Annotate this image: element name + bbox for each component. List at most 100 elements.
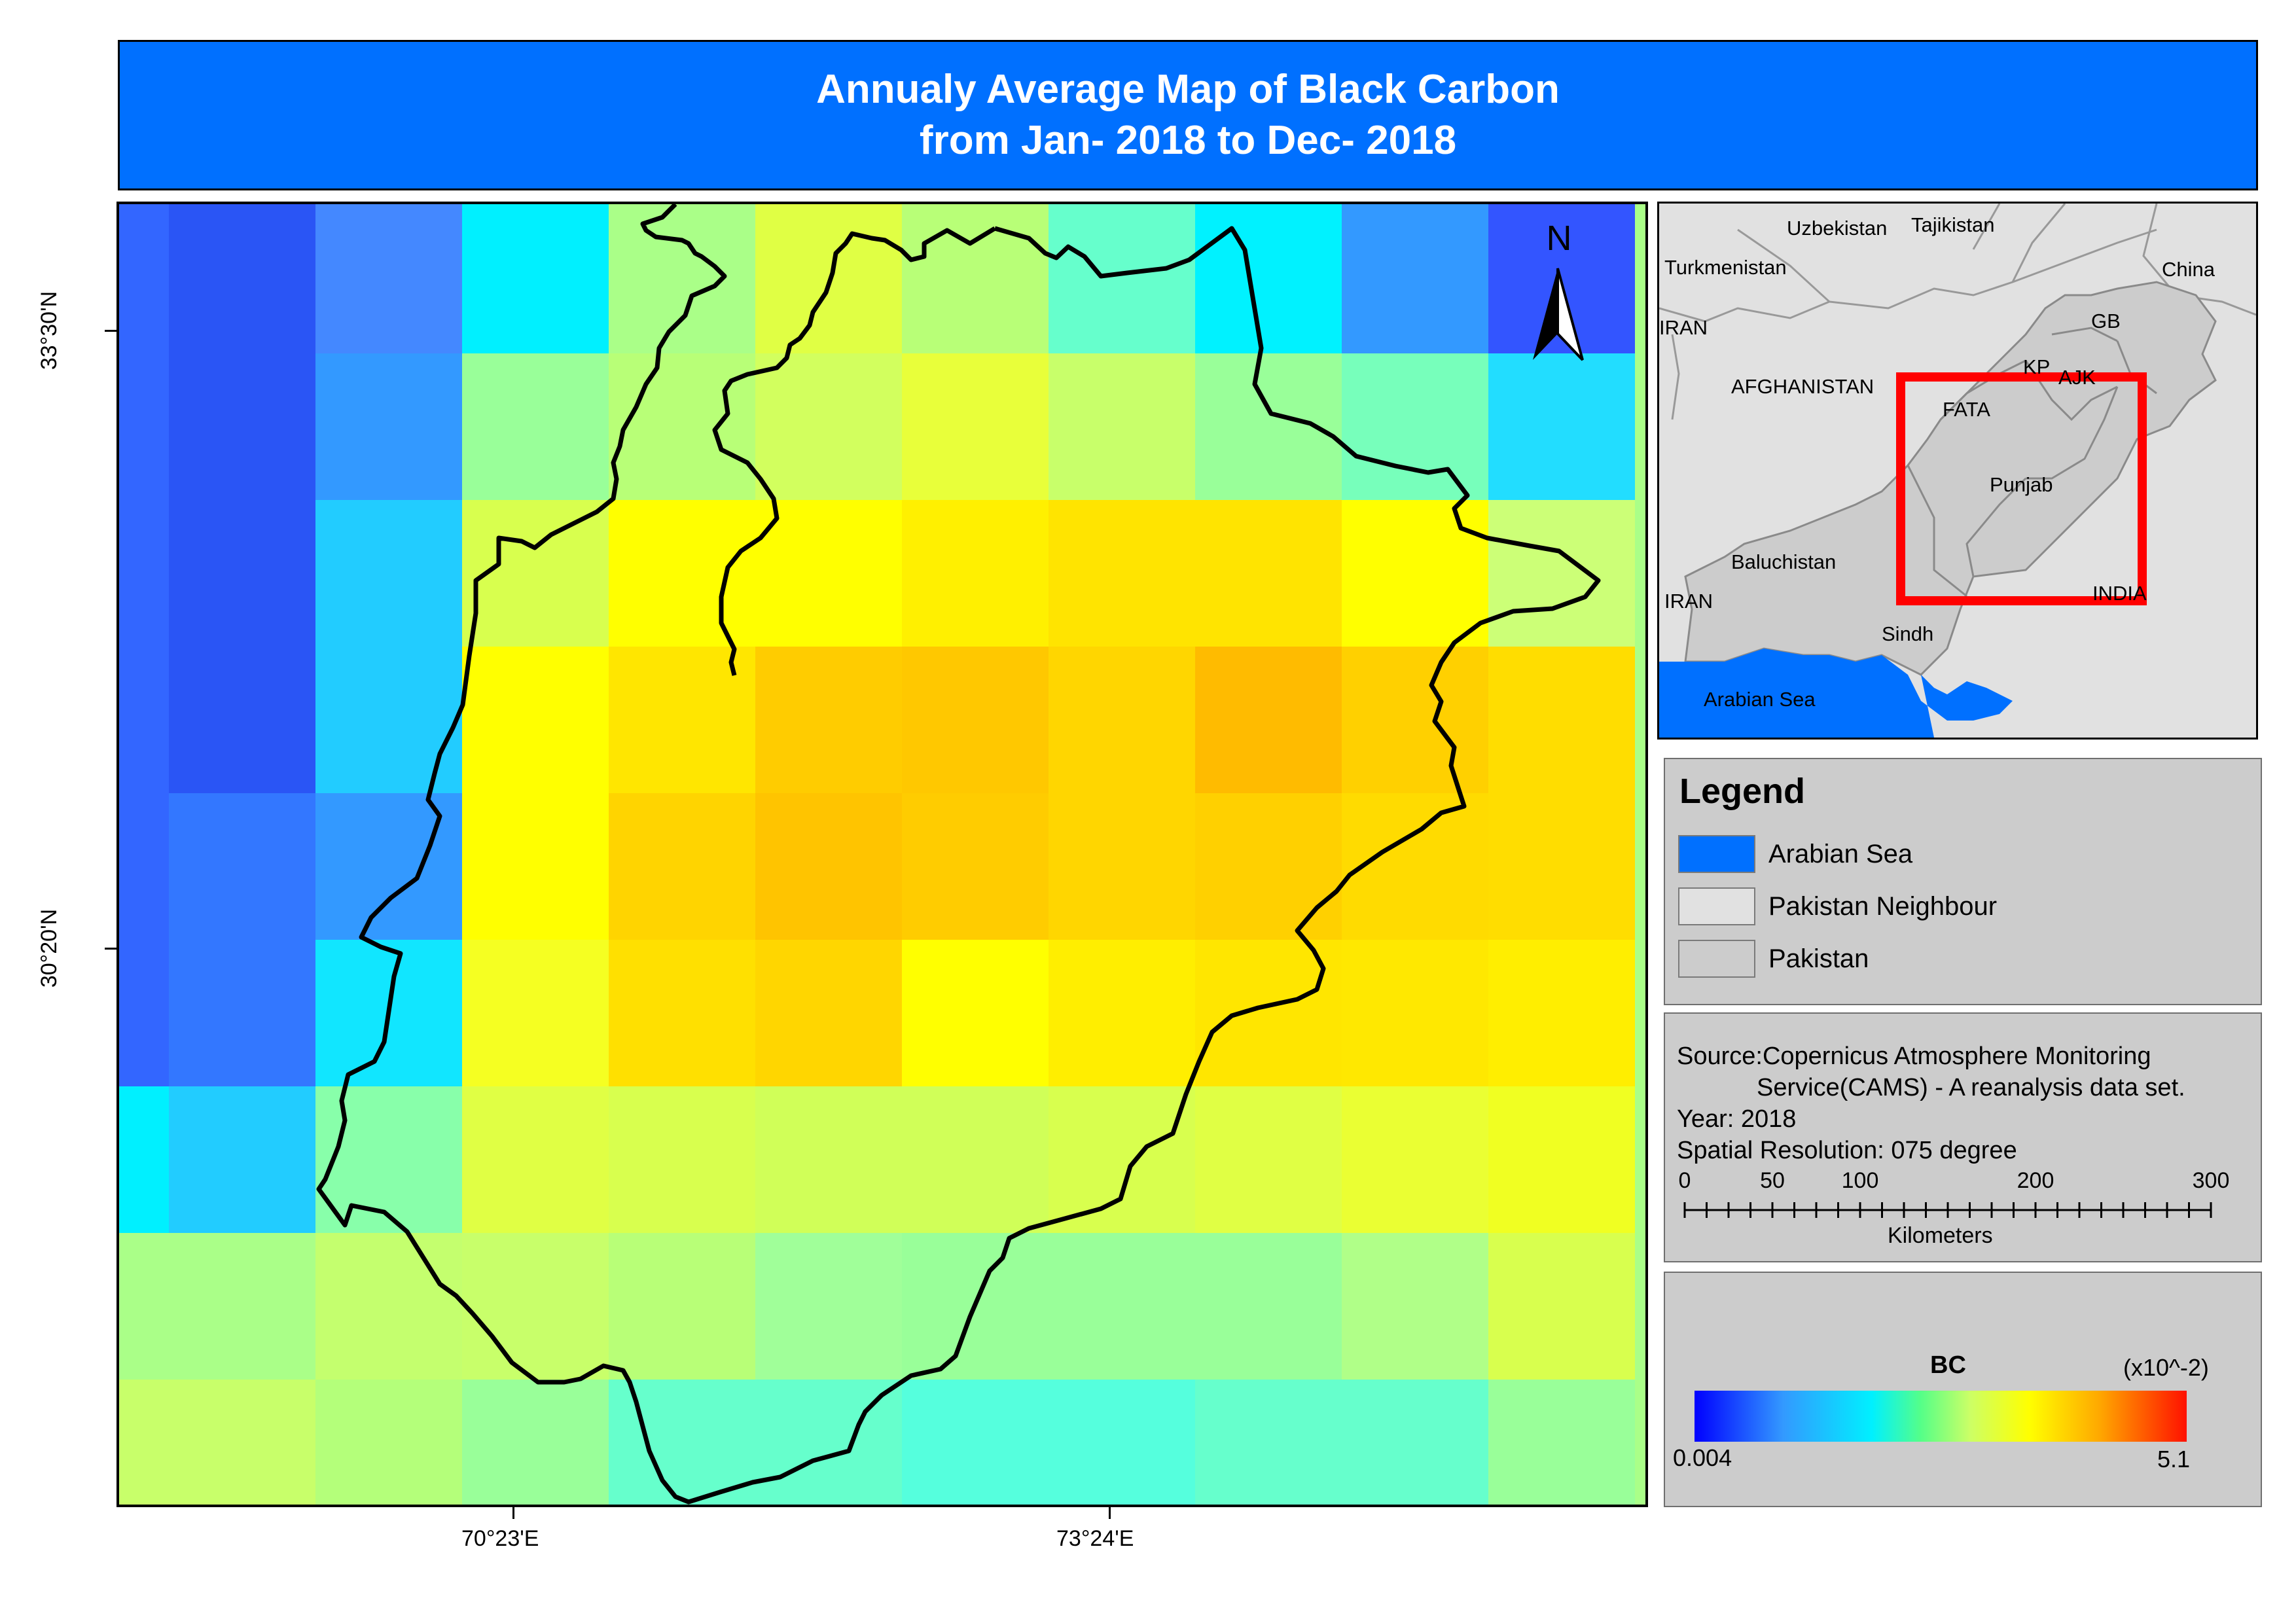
- legend-item-pakistan: Pakistan: [1678, 940, 1869, 978]
- inset-label-china: China: [2162, 258, 2215, 281]
- bc-grid-cell: [755, 353, 902, 500]
- inset-label-afghanistan: AFGHANISTAN: [1731, 375, 1874, 398]
- scale-tick-50: 50: [1760, 1168, 1785, 1193]
- bc-grid-cell: [119, 353, 169, 500]
- bc-grid-cell: [902, 353, 1049, 500]
- bc-grid-cell: [462, 204, 609, 353]
- bc-grid-cell: [169, 647, 315, 793]
- inset-label-iran-top: IRAN: [1659, 316, 1708, 339]
- bc-grid-cell: [902, 793, 1049, 940]
- lat-label-2-wrap: 30°20'N: [33, 886, 65, 1010]
- bc-grid-cell: [1195, 204, 1342, 353]
- bc-grid-cell: [1049, 1086, 1195, 1233]
- scale-tick-300: 300: [2192, 1168, 2230, 1193]
- lat-label-1-wrap: 33°30'N: [33, 268, 65, 393]
- scale-unit-label: Kilometers: [1888, 1223, 1993, 1248]
- bc-grid-cell: [609, 500, 755, 647]
- bc-grid-cell: [119, 1233, 169, 1380]
- bc-grid-cell: [902, 204, 1049, 353]
- bc-grid-cell: [1195, 1233, 1342, 1380]
- inset-label-arabian-sea: Arabian Sea: [1704, 688, 1816, 711]
- year-text: Year: 2018: [1677, 1105, 1797, 1133]
- bc-grid-cell: [1342, 793, 1488, 940]
- bc-grid-cell: [609, 1086, 755, 1233]
- inset-label-gb: GB: [2091, 310, 2121, 332]
- legend-swatch-pakistan: [1678, 940, 1755, 978]
- inset-label-ajk: AJK: [2058, 366, 2096, 389]
- bc-grid-cell: [1488, 353, 1635, 500]
- bc-grid-cell: [1342, 1086, 1488, 1233]
- bc-grid-cell: [462, 793, 609, 940]
- scale-bar: [1683, 1202, 2212, 1218]
- legend-label-pakistan-neighbour: Pakistan Neighbour: [1768, 891, 1998, 921]
- inset-extent-rectangle: [1896, 372, 2147, 605]
- inset-label-kp: KP: [2023, 355, 2051, 378]
- bc-grid-cell: [119, 500, 169, 647]
- map-title-line-2: from Jan- 2018 to Dec- 2018: [919, 118, 1457, 163]
- bc-grid-cell: [609, 940, 755, 1086]
- bc-grid-cell: [315, 1233, 462, 1380]
- bc-grid-cell: [169, 353, 315, 500]
- bc-grid-cell: [1342, 940, 1488, 1086]
- bc-grid-cell: [1488, 793, 1635, 940]
- bc-grid-cell: [315, 647, 462, 793]
- bc-grid-cell: [1049, 500, 1195, 647]
- punjab-boundary-upper: [712, 226, 996, 676]
- scale-tick-200: 200: [2017, 1168, 2054, 1193]
- bc-grid-cell: [609, 353, 755, 500]
- bc-grid-cell: [1342, 500, 1488, 647]
- bc-grid-cell: [1342, 1233, 1488, 1380]
- bc-grid-cell: [755, 647, 902, 793]
- bc-grid-cell: [315, 1380, 462, 1505]
- bc-grid-cell: [462, 353, 609, 500]
- colorbar-svg: [1695, 1391, 2187, 1442]
- bc-grid-cell: [119, 647, 169, 793]
- bc-grid-cell: [119, 793, 169, 940]
- bc-grid-cell: [755, 940, 902, 1086]
- bc-grid-cell: [462, 1380, 609, 1505]
- bc-grid-cell: [1195, 940, 1342, 1086]
- bc-grid-cell: [902, 500, 1049, 647]
- bc-grid-cell: [119, 940, 169, 1086]
- bc-grid-cell: [1342, 353, 1488, 500]
- bc-grid-cell: [609, 793, 755, 940]
- bc-grid-cell: [462, 1086, 609, 1233]
- map-title-line-1: Annualy Average Map of Black Carbon: [816, 67, 1560, 112]
- map-title-box: Annualy Average Map of Black Carbon from…: [118, 40, 2258, 190]
- bc-grid-cell: [315, 500, 462, 647]
- bc-grid-cell: [462, 1233, 609, 1380]
- scale-tick-0: 0: [1678, 1168, 1691, 1193]
- lat-tick-1: [105, 330, 117, 332]
- main-map-frame: [117, 202, 1648, 1507]
- bc-grid-cell: [755, 1086, 902, 1233]
- bc-grid-cell: [1049, 940, 1195, 1086]
- colorbar-title: BC: [1930, 1351, 1966, 1379]
- inset-label-uzbekistan: Uzbekistan: [1787, 217, 1888, 240]
- bc-grid-cell: [169, 204, 315, 353]
- inset-label-iran-bottom: IRAN: [1664, 590, 1713, 613]
- bc-grid-cell: [119, 204, 169, 353]
- bc-grid-cell: [119, 1086, 169, 1233]
- bc-grid-cell: [1195, 500, 1342, 647]
- bc-grid-cell: [1195, 1380, 1342, 1505]
- inset-map-svg: [1659, 204, 2256, 738]
- bc-grid-cell: [1195, 1086, 1342, 1233]
- bc-grid-cell: [315, 353, 462, 500]
- lat-label-2: 30°20'N: [36, 908, 62, 988]
- main-map-svg: [119, 204, 1645, 1505]
- bc-grid-cell: [1488, 500, 1635, 647]
- bc-grid-cell: [462, 940, 609, 1086]
- colorbar-max-label: 5.1: [2157, 1446, 2191, 1472]
- bc-grid-cell: [755, 793, 902, 940]
- inset-label-baluchistan: Baluchistan: [1731, 550, 1837, 573]
- source-info-panel: Source:Copernicus Atmosphere Monitoring …: [1664, 1012, 2262, 1262]
- bc-grid-cell: [609, 1233, 755, 1380]
- bc-grid-cell: [902, 1086, 1049, 1233]
- legend-swatch-pakistan-neighbour: [1678, 887, 1755, 925]
- bc-grid-cell: [609, 1380, 755, 1505]
- lon-label-2: 73°24'E: [1056, 1526, 1134, 1551]
- north-arrow-icon: N: [1533, 223, 1584, 361]
- bc-grid-edge: [1635, 204, 1645, 1505]
- bc-grid-cell: [1049, 647, 1195, 793]
- source-line-1: Source:Copernicus Atmosphere Monitoring: [1677, 1043, 2151, 1070]
